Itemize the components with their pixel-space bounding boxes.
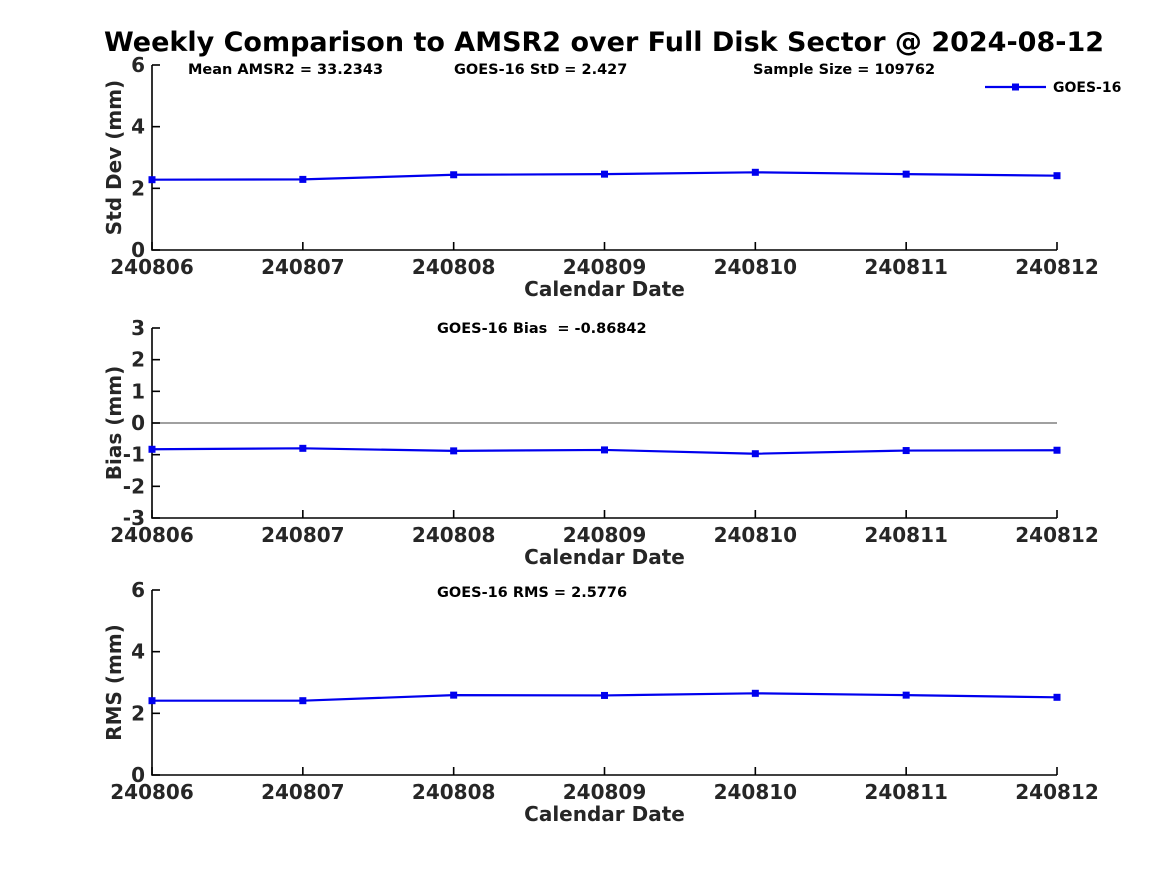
stat-annotation: GOES-16 RMS = 2.5776 — [437, 585, 627, 601]
y-tick-label: 3 — [131, 316, 145, 340]
chart-rms: 0 2 4 6 240806 240807 240808 240809 240810 240811… — [102, 578, 1099, 826]
data-point — [751, 689, 759, 697]
x-tick-label: 240807 — [261, 780, 345, 804]
y-tick-label: 6 — [131, 53, 145, 77]
legend-label: GOES-16 — [1053, 80, 1121, 96]
x-tick-label: 240809 — [563, 255, 647, 279]
x-axis-label: Calendar Date — [524, 277, 685, 301]
stat-annotation: GOES-16 StD = 2.427 — [454, 62, 627, 78]
data-point — [148, 445, 156, 453]
x-tick-label: 240811 — [864, 255, 948, 279]
data-point — [902, 691, 910, 699]
axes — [151, 590, 1057, 776]
y-tick-label: 6 — [131, 578, 145, 602]
chart-bias: -3 -2 -1 0 1 2 3 240806 240807 240808 240809 240810… — [102, 316, 1099, 569]
data-point — [751, 450, 759, 458]
data-point — [1053, 446, 1061, 454]
y-tick-label: 0 — [131, 411, 145, 435]
x-tick-label: 240812 — [1015, 780, 1099, 804]
y-tick-label: 4 — [131, 115, 145, 139]
data-point — [148, 176, 156, 184]
data-point — [601, 446, 608, 454]
data-point — [450, 691, 458, 699]
x-tick-label: 240810 — [714, 255, 798, 279]
y-tick-label: 0 — [131, 763, 145, 787]
y-tick-label: 1 — [131, 379, 145, 403]
y-tick-label: 2 — [131, 701, 145, 725]
data-point — [902, 170, 910, 178]
y-tick-label: -2 — [123, 474, 145, 498]
y-tick-label: -3 — [123, 506, 145, 530]
y-axis-label: Bias (mm) — [102, 366, 126, 480]
data-point — [902, 447, 910, 455]
x-tick-label: 240808 — [412, 255, 496, 279]
x-tick-label: 240807 — [261, 523, 345, 547]
data-point — [450, 447, 458, 455]
y-tick-label: 2 — [131, 348, 145, 372]
y-tick-label: 4 — [131, 640, 145, 664]
y-tick-label: -1 — [123, 443, 145, 467]
x-tick-label: 240809 — [563, 523, 647, 547]
axes — [151, 65, 1057, 251]
figure-title: Weekly Comparison to AMSR2 over Full Dis… — [104, 27, 1104, 58]
data-point — [299, 175, 307, 183]
data-point — [148, 697, 156, 705]
x-tick-label: 240806 — [110, 523, 194, 547]
stat-annotation: Mean AMSR2 = 33.2343 — [188, 62, 383, 78]
data-point — [299, 444, 307, 452]
legend-marker — [1012, 83, 1019, 91]
data-point — [299, 697, 307, 705]
y-axis-label: Std Dev (mm) — [102, 80, 126, 235]
x-tick-label: 240807 — [261, 255, 345, 279]
legend: GOES-16 — [985, 80, 1121, 96]
data-point — [751, 168, 759, 176]
x-tick-label: 240808 — [412, 523, 496, 547]
stat-annotation: Sample Size = 109762 — [753, 62, 935, 78]
data-point — [1053, 693, 1061, 701]
y-tick-label: 0 — [131, 238, 145, 262]
data-point — [601, 691, 608, 699]
x-tick-label: 240812 — [1015, 255, 1099, 279]
x-tick-label: 240806 — [110, 780, 194, 804]
data-point — [450, 171, 458, 179]
x-tick-label: 240810 — [714, 780, 798, 804]
x-tick-label: 240811 — [864, 523, 948, 547]
x-tick-label: 240806 — [110, 255, 194, 279]
x-tick-label: 240808 — [412, 780, 496, 804]
x-tick-label: 240811 — [864, 780, 948, 804]
x-tick-label: 240810 — [714, 523, 798, 547]
x-tick-label: 240812 — [1015, 523, 1099, 547]
chart-std-dev: 0 2 4 6 240806 240807 240808 240809 240810 240811… — [102, 53, 1099, 301]
x-tick-label: 240809 — [563, 780, 647, 804]
y-axis-label: RMS (mm) — [102, 624, 126, 741]
x-axis-label: Calendar Date — [524, 545, 685, 569]
data-point — [1053, 172, 1061, 180]
y-tick-label: 2 — [131, 176, 145, 200]
x-axis-label: Calendar Date — [524, 802, 685, 826]
stat-annotation: GOES-16 Bias = -0.86842 — [437, 321, 647, 337]
data-point — [601, 170, 608, 178]
